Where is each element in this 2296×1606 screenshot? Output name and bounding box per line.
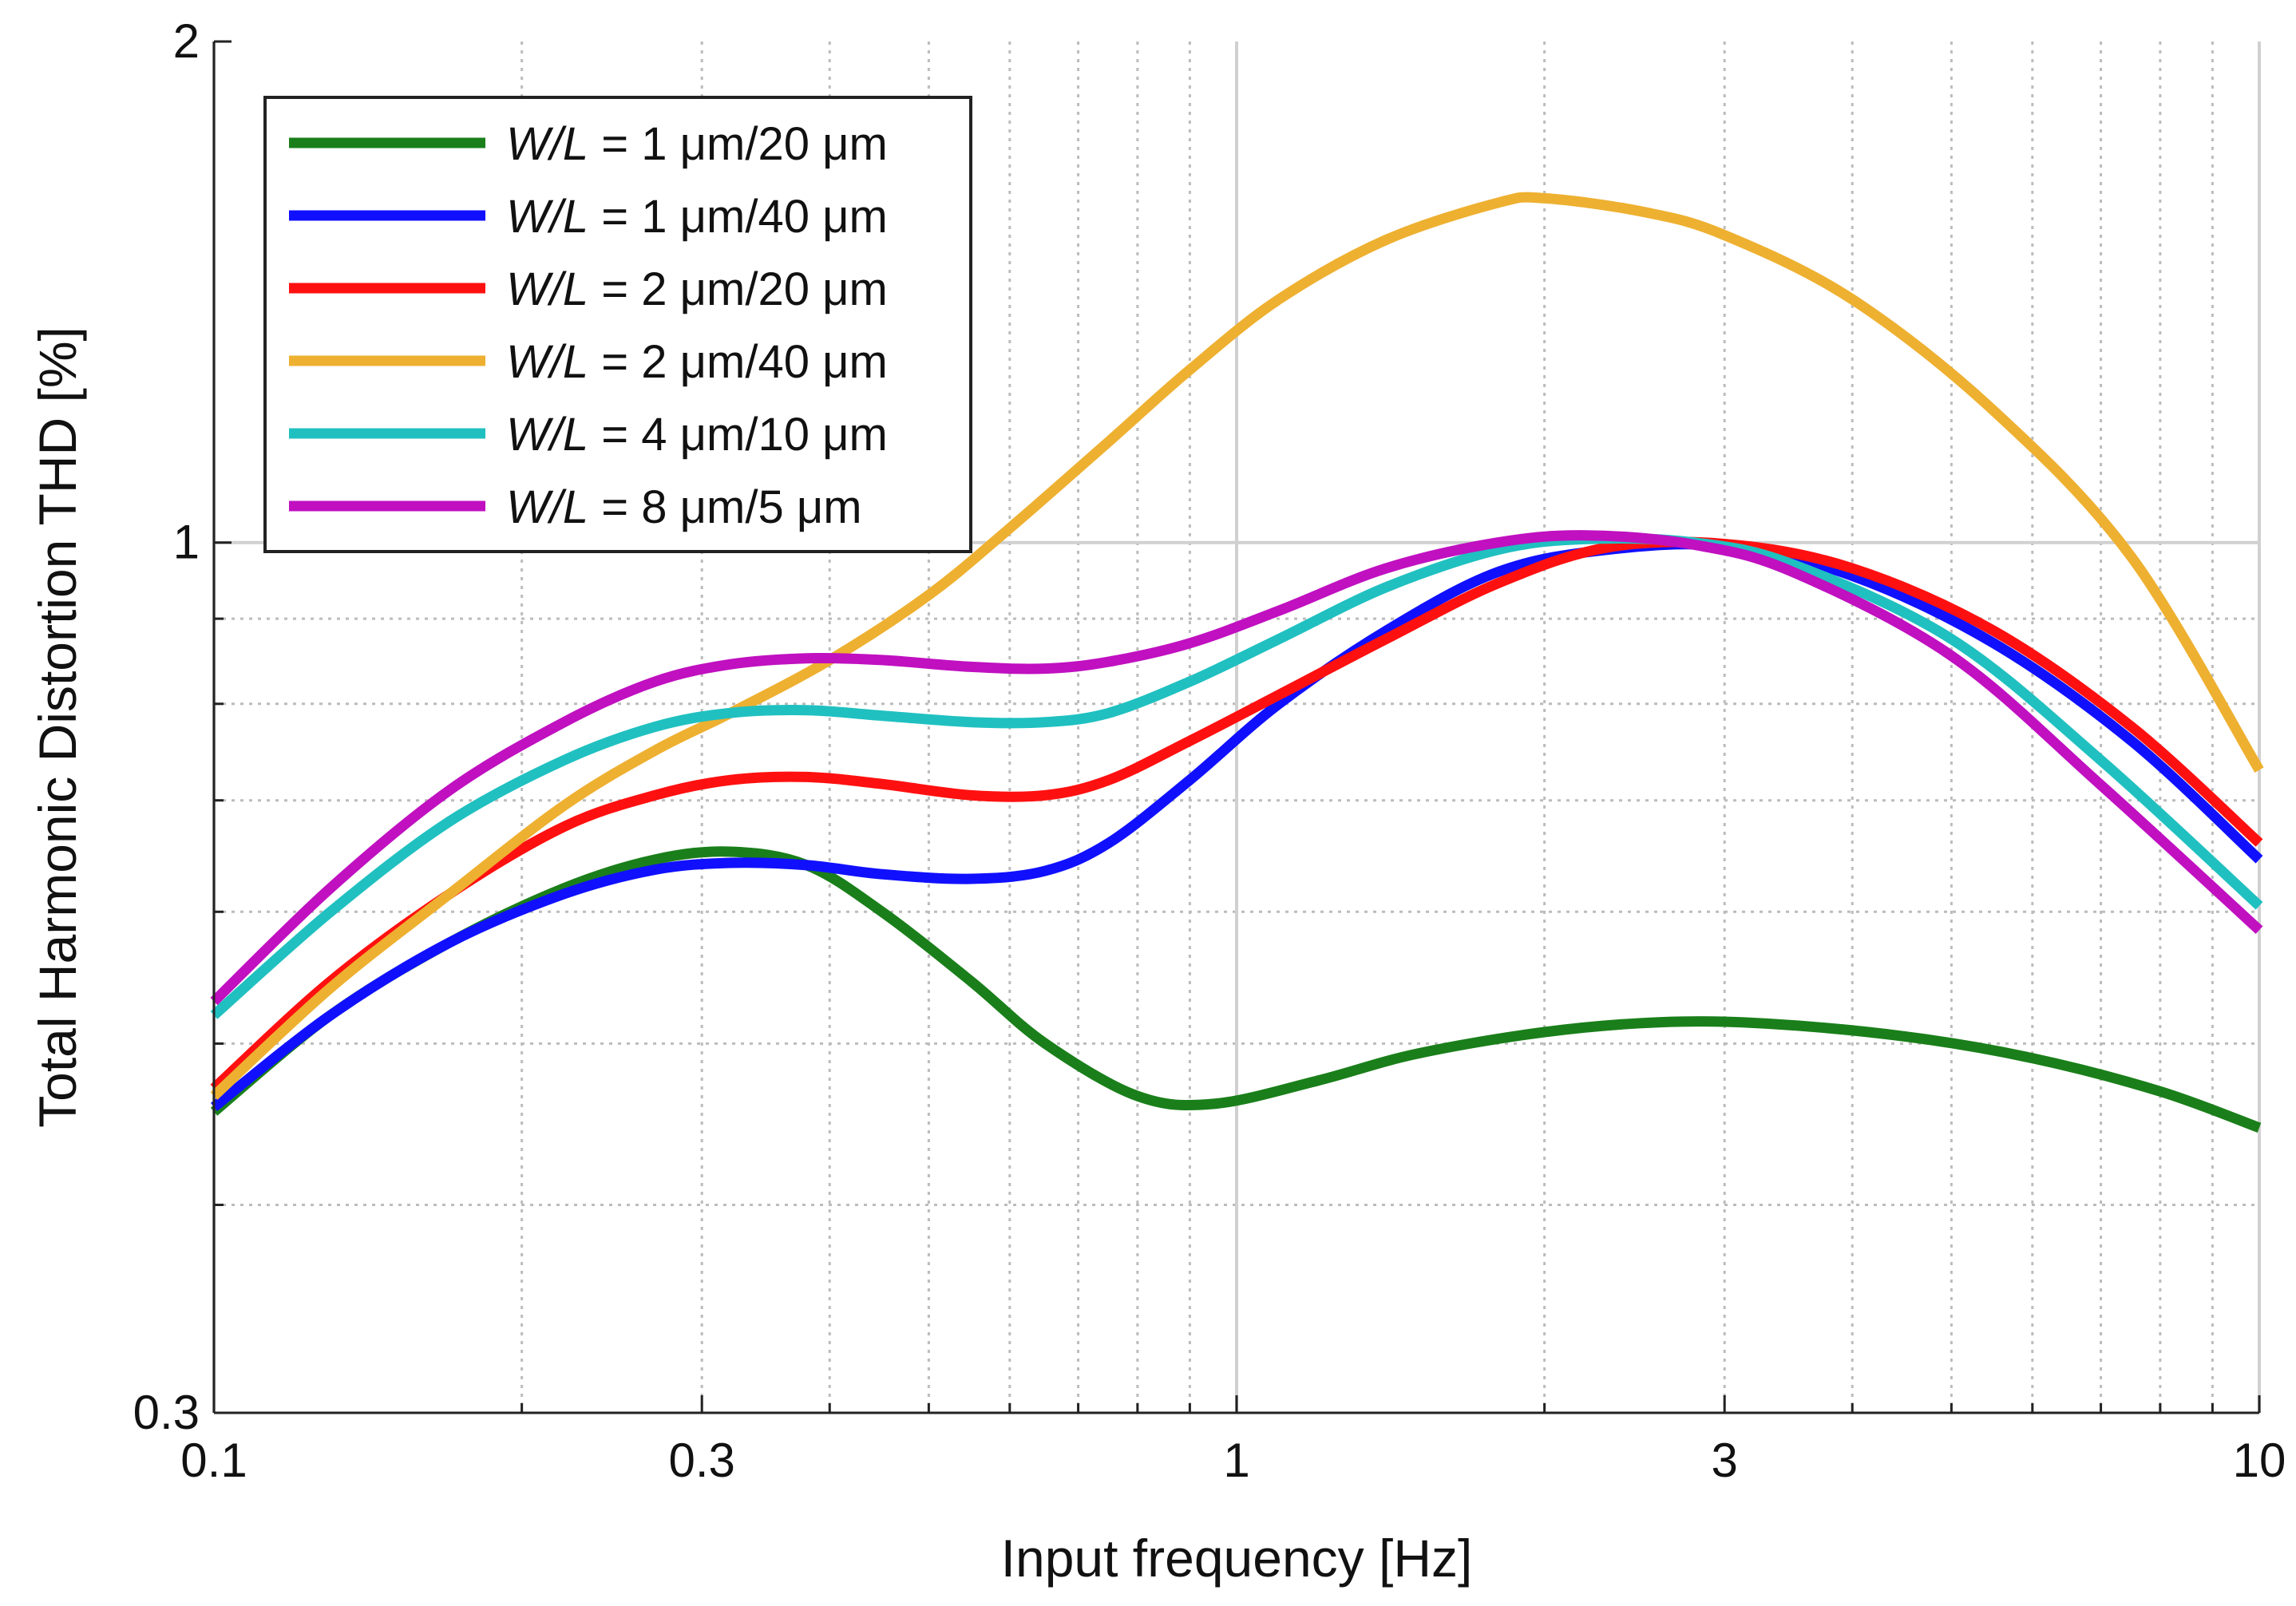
x-tick-label: 10 [2233, 1434, 2286, 1487]
legend-label-rest: = 1 μm/40 μm [588, 191, 888, 243]
legend-label-italic: W/L [506, 191, 588, 243]
legend-label-1: W/L = 1 μm/20 μm [506, 118, 888, 170]
x-tick-label: 0.3 [668, 1434, 734, 1487]
axis-ticks: 0.1 0.3 1 3 100.312 [133, 14, 2286, 1487]
legend-label-rest: = 8 μm/5 μm [588, 481, 861, 533]
x-tick-label: 0.1 [180, 1434, 247, 1487]
legend-label-italic: W/L [506, 336, 588, 388]
series-line-5 [210, 533, 2263, 1019]
legend-box [263, 96, 972, 553]
series-line-6 [210, 530, 2263, 1006]
legend-label-4: W/L = 2 μm/40 μm [506, 336, 888, 388]
legend-label-rest: = 4 μm/10 μm [588, 409, 888, 461]
y-tick-label: 2 [173, 14, 200, 68]
y-tick-label: 1 [173, 516, 200, 569]
legend-label-italic: W/L [506, 481, 588, 533]
legend-label-5: W/L = 4 μm/10 μm [506, 409, 888, 461]
legend: W/L = 1 μm/20 μmW/L = 1 μm/40 μmW/L = 2 … [263, 96, 972, 553]
legend-label-italic: W/L [506, 409, 588, 461]
x-tick-label: 3 [1712, 1434, 1738, 1487]
legend-label-rest: = 2 μm/40 μm [588, 336, 888, 388]
legend-label-italic: W/L [506, 263, 588, 315]
legend-label-italic: W/L [506, 118, 588, 170]
series-line-2 [210, 539, 2263, 1111]
y-tick-label: 0.3 [133, 1386, 200, 1439]
legend-label-6: W/L = 8 μm/5 μm [506, 481, 862, 533]
y-axis-label: Total Harmonic Distortion THD [%] [28, 326, 87, 1128]
series-line-1 [210, 846, 2262, 1133]
legend-label-rest: = 2 μm/20 μm [588, 263, 888, 315]
legend-label-3: W/L = 2 μm/20 μm [506, 263, 888, 315]
legend-label-2: W/L = 1 μm/40 μm [506, 191, 888, 243]
series-line-3 [210, 536, 2263, 1093]
series-line-4 [210, 192, 2264, 1100]
x-tick-label: 1 [1223, 1434, 1249, 1487]
data-curves [210, 192, 2264, 1133]
legend-label-rest: = 1 μm/20 μm [588, 118, 888, 170]
x-axis-label: Input frequency [Hz] [1001, 1529, 1473, 1588]
